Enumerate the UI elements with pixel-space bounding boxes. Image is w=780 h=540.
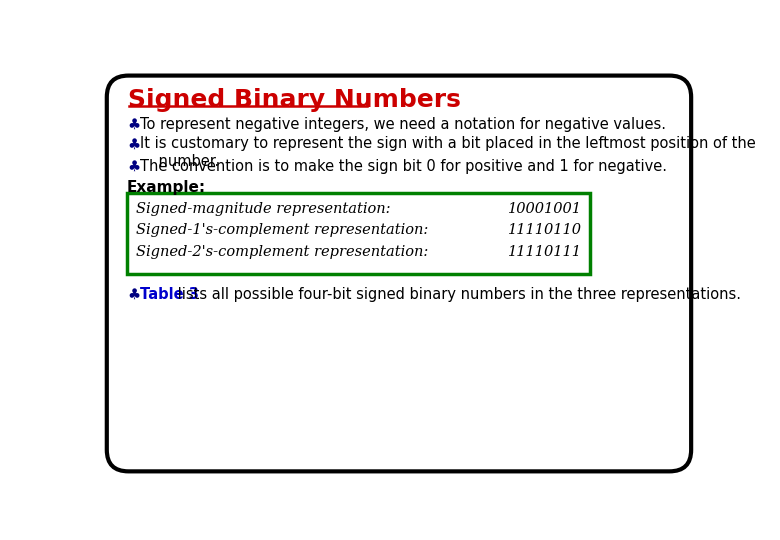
Text: Signed-magnitude representation:: Signed-magnitude representation: bbox=[136, 202, 391, 216]
FancyBboxPatch shape bbox=[107, 76, 691, 471]
Text: Table 3: Table 3 bbox=[140, 287, 199, 301]
Text: lists all possible four-bit signed binary numbers in the three representations.: lists all possible four-bit signed binar… bbox=[172, 287, 741, 301]
Text: ♣: ♣ bbox=[127, 117, 140, 132]
Text: ♣: ♣ bbox=[127, 137, 140, 151]
Text: The convention is to make the sign bit 0 for positive and 1 for negative.: The convention is to make the sign bit 0… bbox=[140, 159, 667, 174]
Text: Signed Binary Numbers: Signed Binary Numbers bbox=[129, 88, 462, 112]
Text: Signed-1's-complement representation:: Signed-1's-complement representation: bbox=[136, 224, 428, 238]
FancyBboxPatch shape bbox=[127, 193, 590, 274]
Text: Example:: Example: bbox=[127, 180, 206, 195]
Text: To represent negative integers, we need a notation for negative values.: To represent negative integers, we need … bbox=[140, 117, 666, 132]
Text: 10001001: 10001001 bbox=[508, 202, 582, 216]
Text: ♣: ♣ bbox=[127, 159, 140, 174]
Text: Signed-2's-complement representation:: Signed-2's-complement representation: bbox=[136, 245, 428, 259]
Text: 11110111: 11110111 bbox=[508, 245, 582, 259]
Text: 11110110: 11110110 bbox=[508, 224, 582, 238]
Text: It is customary to represent the sign with a bit placed in the leftmost position: It is customary to represent the sign wi… bbox=[140, 137, 756, 169]
Text: ♣: ♣ bbox=[127, 287, 140, 301]
